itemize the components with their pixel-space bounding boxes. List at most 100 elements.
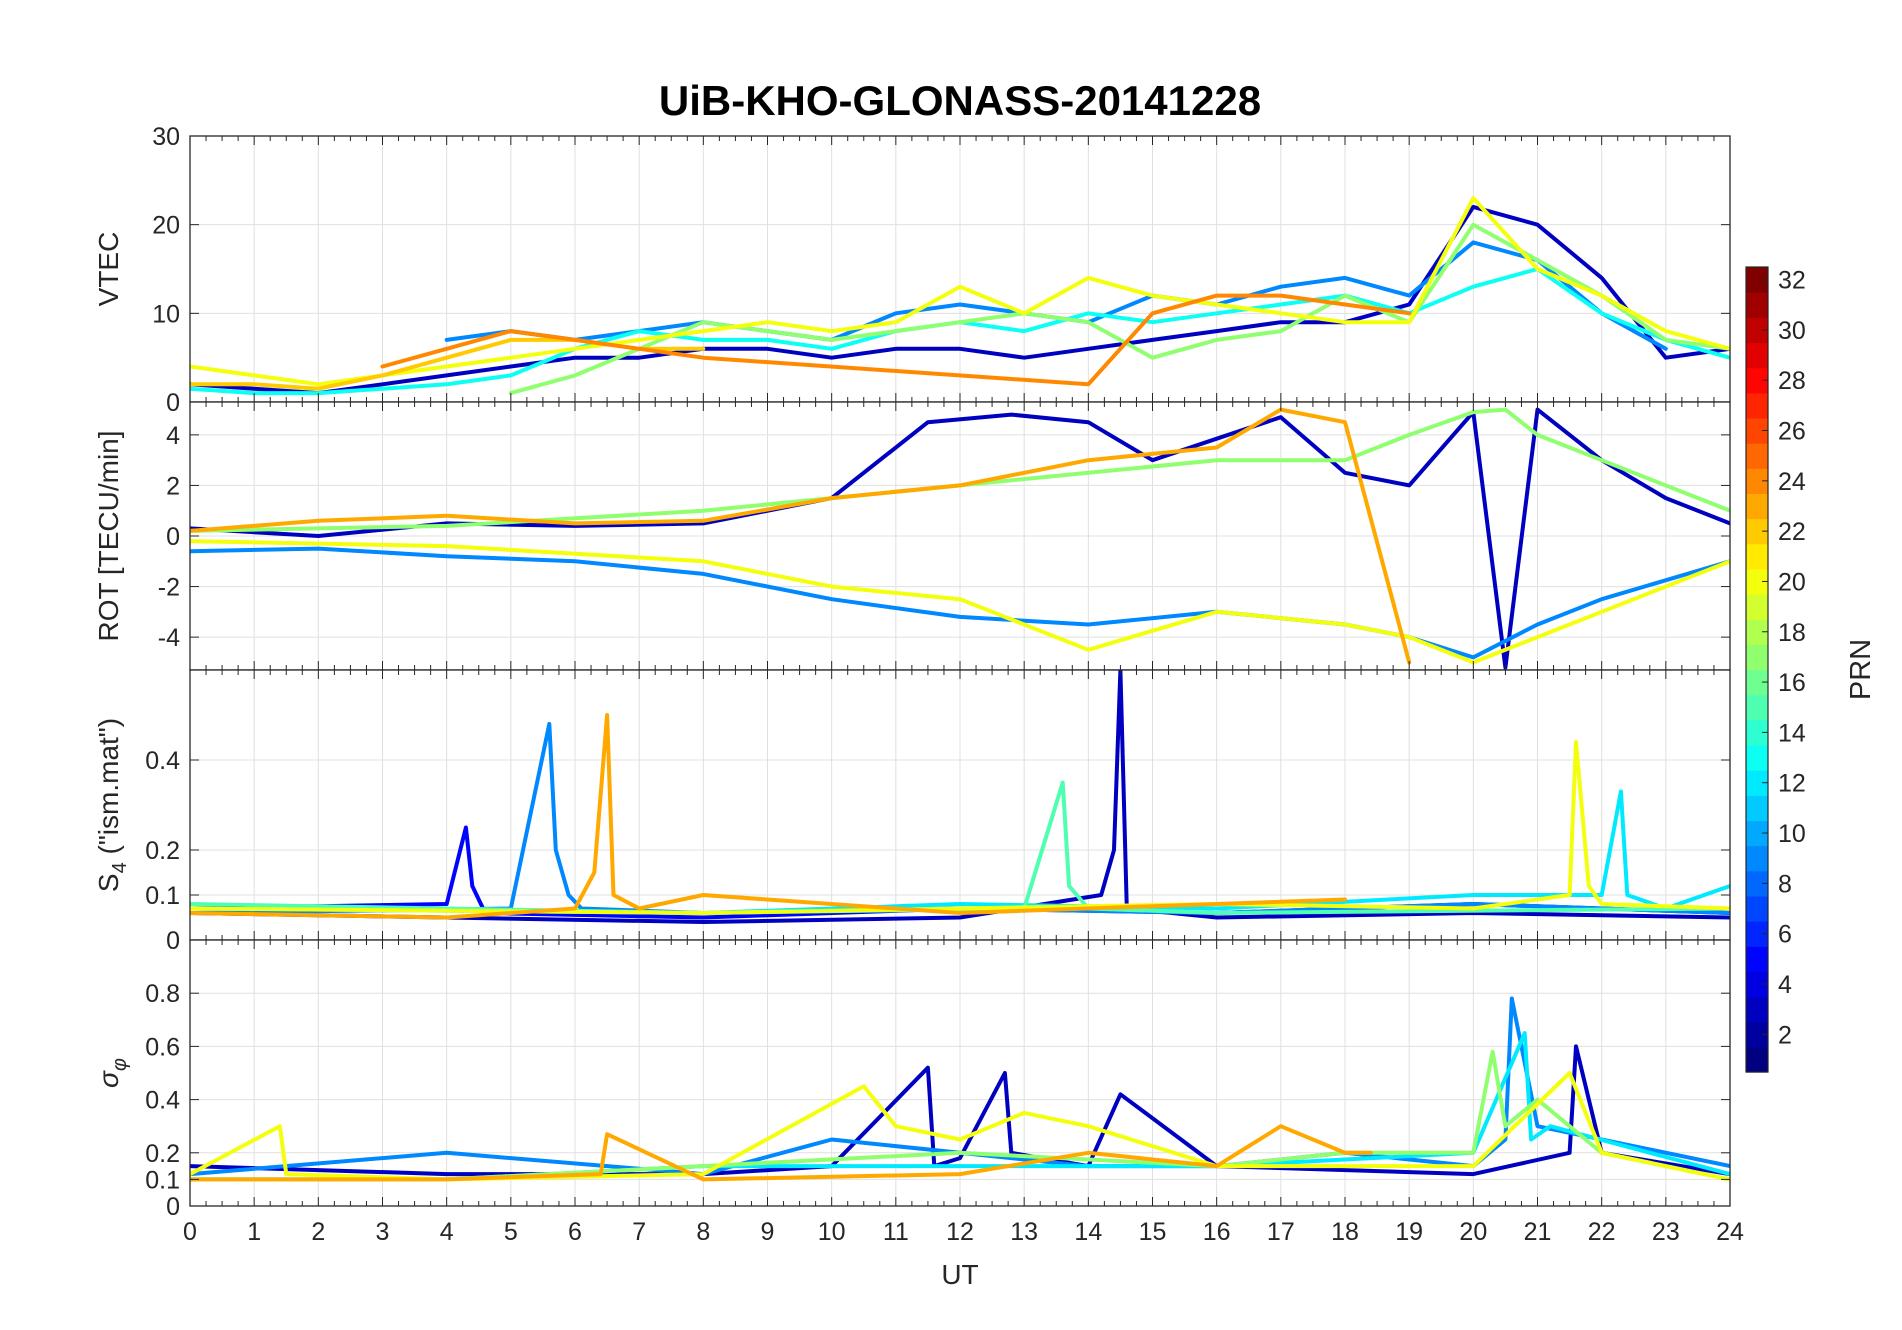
x-tick-label: 4	[440, 1218, 454, 1246]
x-tick-label: 6	[568, 1218, 582, 1246]
y-tick-label: 0.2	[145, 1140, 180, 1168]
colorbar-tick-label: 10	[1778, 820, 1806, 848]
x-tick-label: 22	[1588, 1218, 1616, 1246]
colorbar-swatch	[1746, 996, 1768, 1023]
x-tick-label: 18	[1331, 1218, 1359, 1246]
series-line-prn-17	[508, 222, 1730, 396]
y-tick-label: 0.1	[145, 882, 180, 910]
colorbar-tick-label: 4	[1778, 971, 1792, 999]
colorbar-swatch	[1746, 644, 1768, 671]
x-tick-label: 7	[632, 1218, 646, 1246]
series-group	[190, 996, 1730, 1182]
colorbar-tick-label: 30	[1778, 317, 1806, 345]
colorbar-swatch	[1746, 669, 1768, 696]
colorbar-swatch	[1746, 770, 1768, 796]
series-line-prn-24	[380, 293, 1412, 387]
x-tick-label: 19	[1395, 1218, 1423, 1246]
series-line-prn-12	[190, 789, 1730, 915]
x-tick-label: 21	[1524, 1218, 1552, 1246]
colorbar-tick-label: 18	[1778, 619, 1806, 647]
colorbar-swatch	[1746, 342, 1768, 369]
colorbar-swatch	[1746, 392, 1768, 419]
series-line-prn-20	[190, 1071, 1730, 1182]
colorbar-swatch	[1746, 921, 1768, 947]
panel-3: 0 0.1 0.2 0.4 S4 ("ism.mat")	[93, 669, 1731, 955]
colorbar-tick-label: 16	[1778, 669, 1806, 697]
series-line-prn-3	[190, 670, 1730, 924]
colorbar-swatch	[1746, 971, 1768, 998]
series-line-prn-9	[190, 722, 1730, 915]
x-tick-label: 9	[761, 1218, 775, 1246]
x-tick-label: 3	[376, 1218, 390, 1246]
x-axis-label: UT	[941, 1259, 978, 1290]
x-tick-label: 24	[1716, 1218, 1744, 1246]
colorbar-swatch	[1746, 895, 1768, 922]
x-tick-label: 16	[1203, 1218, 1231, 1246]
y-axis-label: VTEC	[93, 232, 124, 307]
colorbar-swatch	[1746, 518, 1768, 545]
x-tick-label: 12	[946, 1218, 974, 1246]
x-tick-label: 8	[696, 1218, 710, 1246]
x-tick-label: 10	[818, 1218, 846, 1246]
colorbar-swatch	[1746, 594, 1768, 620]
series-line-prn-23	[190, 1124, 1373, 1182]
x-tick-label: 11	[883, 1218, 909, 1246]
colorbar-tick-label: 32	[1778, 267, 1806, 295]
colorbar-tick-label: 2	[1778, 1021, 1792, 1049]
colorbar-tick-label: 22	[1778, 518, 1806, 546]
colorbar-swatch	[1746, 292, 1768, 318]
colorbar-swatch	[1746, 317, 1768, 344]
x-tick-label: 15	[1139, 1218, 1167, 1246]
y-tick-label: 0	[166, 927, 180, 955]
colorbar-label: PRN	[1845, 639, 1877, 700]
y-tick-label: 0.6	[145, 1033, 180, 1061]
colorbar-swatch	[1746, 543, 1768, 570]
chart-title: UiB-KHO-GLONASS-20141228	[659, 77, 1261, 124]
x-tick-label: 13	[1010, 1218, 1038, 1246]
x-tick-label: 17	[1267, 1218, 1295, 1246]
colorbar-swatch	[1746, 468, 1768, 495]
y-axis-label: σφ	[93, 1058, 131, 1088]
colorbar-swatch	[1746, 946, 1768, 972]
series-line-prn-3	[190, 1044, 1730, 1177]
x-tick-label: 5	[504, 1218, 518, 1246]
y-tick-label: 0.4	[145, 1087, 180, 1115]
y-tick-label: 0.4	[145, 747, 180, 775]
colorbar-swatch	[1746, 820, 1768, 847]
colorbar-tick-label: 14	[1778, 719, 1806, 747]
colorbar-tick-label: 20	[1778, 568, 1806, 596]
colorbar-frame	[1745, 266, 1769, 1073]
colorbar-swatch	[1746, 493, 1768, 520]
colorbar-tick-label: 28	[1778, 367, 1806, 395]
colorbar-tick-label: 12	[1778, 770, 1806, 798]
colorbar-swatch	[1746, 443, 1768, 469]
colorbar-tick-label: 8	[1778, 870, 1792, 898]
panel-1: 0 10 20 30 VTEC	[93, 123, 1731, 417]
colorbar-swatch	[1746, 719, 1768, 746]
y-tick-label: 0	[166, 1193, 180, 1221]
series-line-prn-20	[190, 196, 1730, 387]
series-line-prn-17	[190, 407, 1730, 533]
colorbar-swatch	[1746, 367, 1768, 394]
y-axis-label: ROT [TECU/min]	[93, 430, 124, 641]
colorbar-tick-label: 6	[1778, 921, 1792, 949]
series-group	[190, 670, 1730, 924]
series-line-prn-9	[190, 546, 1730, 660]
colorbar-swatch	[1746, 744, 1768, 771]
colorbar-swatch	[1746, 417, 1768, 444]
series-line-prn-20	[190, 740, 1730, 915]
y-tick-label: 10	[152, 300, 180, 328]
colorbar-swatch	[1746, 1021, 1768, 1048]
series-line-prn-17	[190, 1049, 1730, 1182]
y-tick-label: 0.1	[145, 1166, 180, 1194]
colorbar-tick-label: 24	[1778, 468, 1806, 496]
y-tick-label: 4	[166, 422, 180, 450]
colorbar-swatch	[1746, 267, 1768, 293]
series-line-prn-23	[190, 407, 1412, 665]
colorbar-swatch	[1746, 1046, 1768, 1073]
series-line-prn-3	[190, 204, 1730, 396]
series-line-prn-23	[190, 713, 1347, 920]
x-tick-label: 14	[1074, 1218, 1102, 1246]
